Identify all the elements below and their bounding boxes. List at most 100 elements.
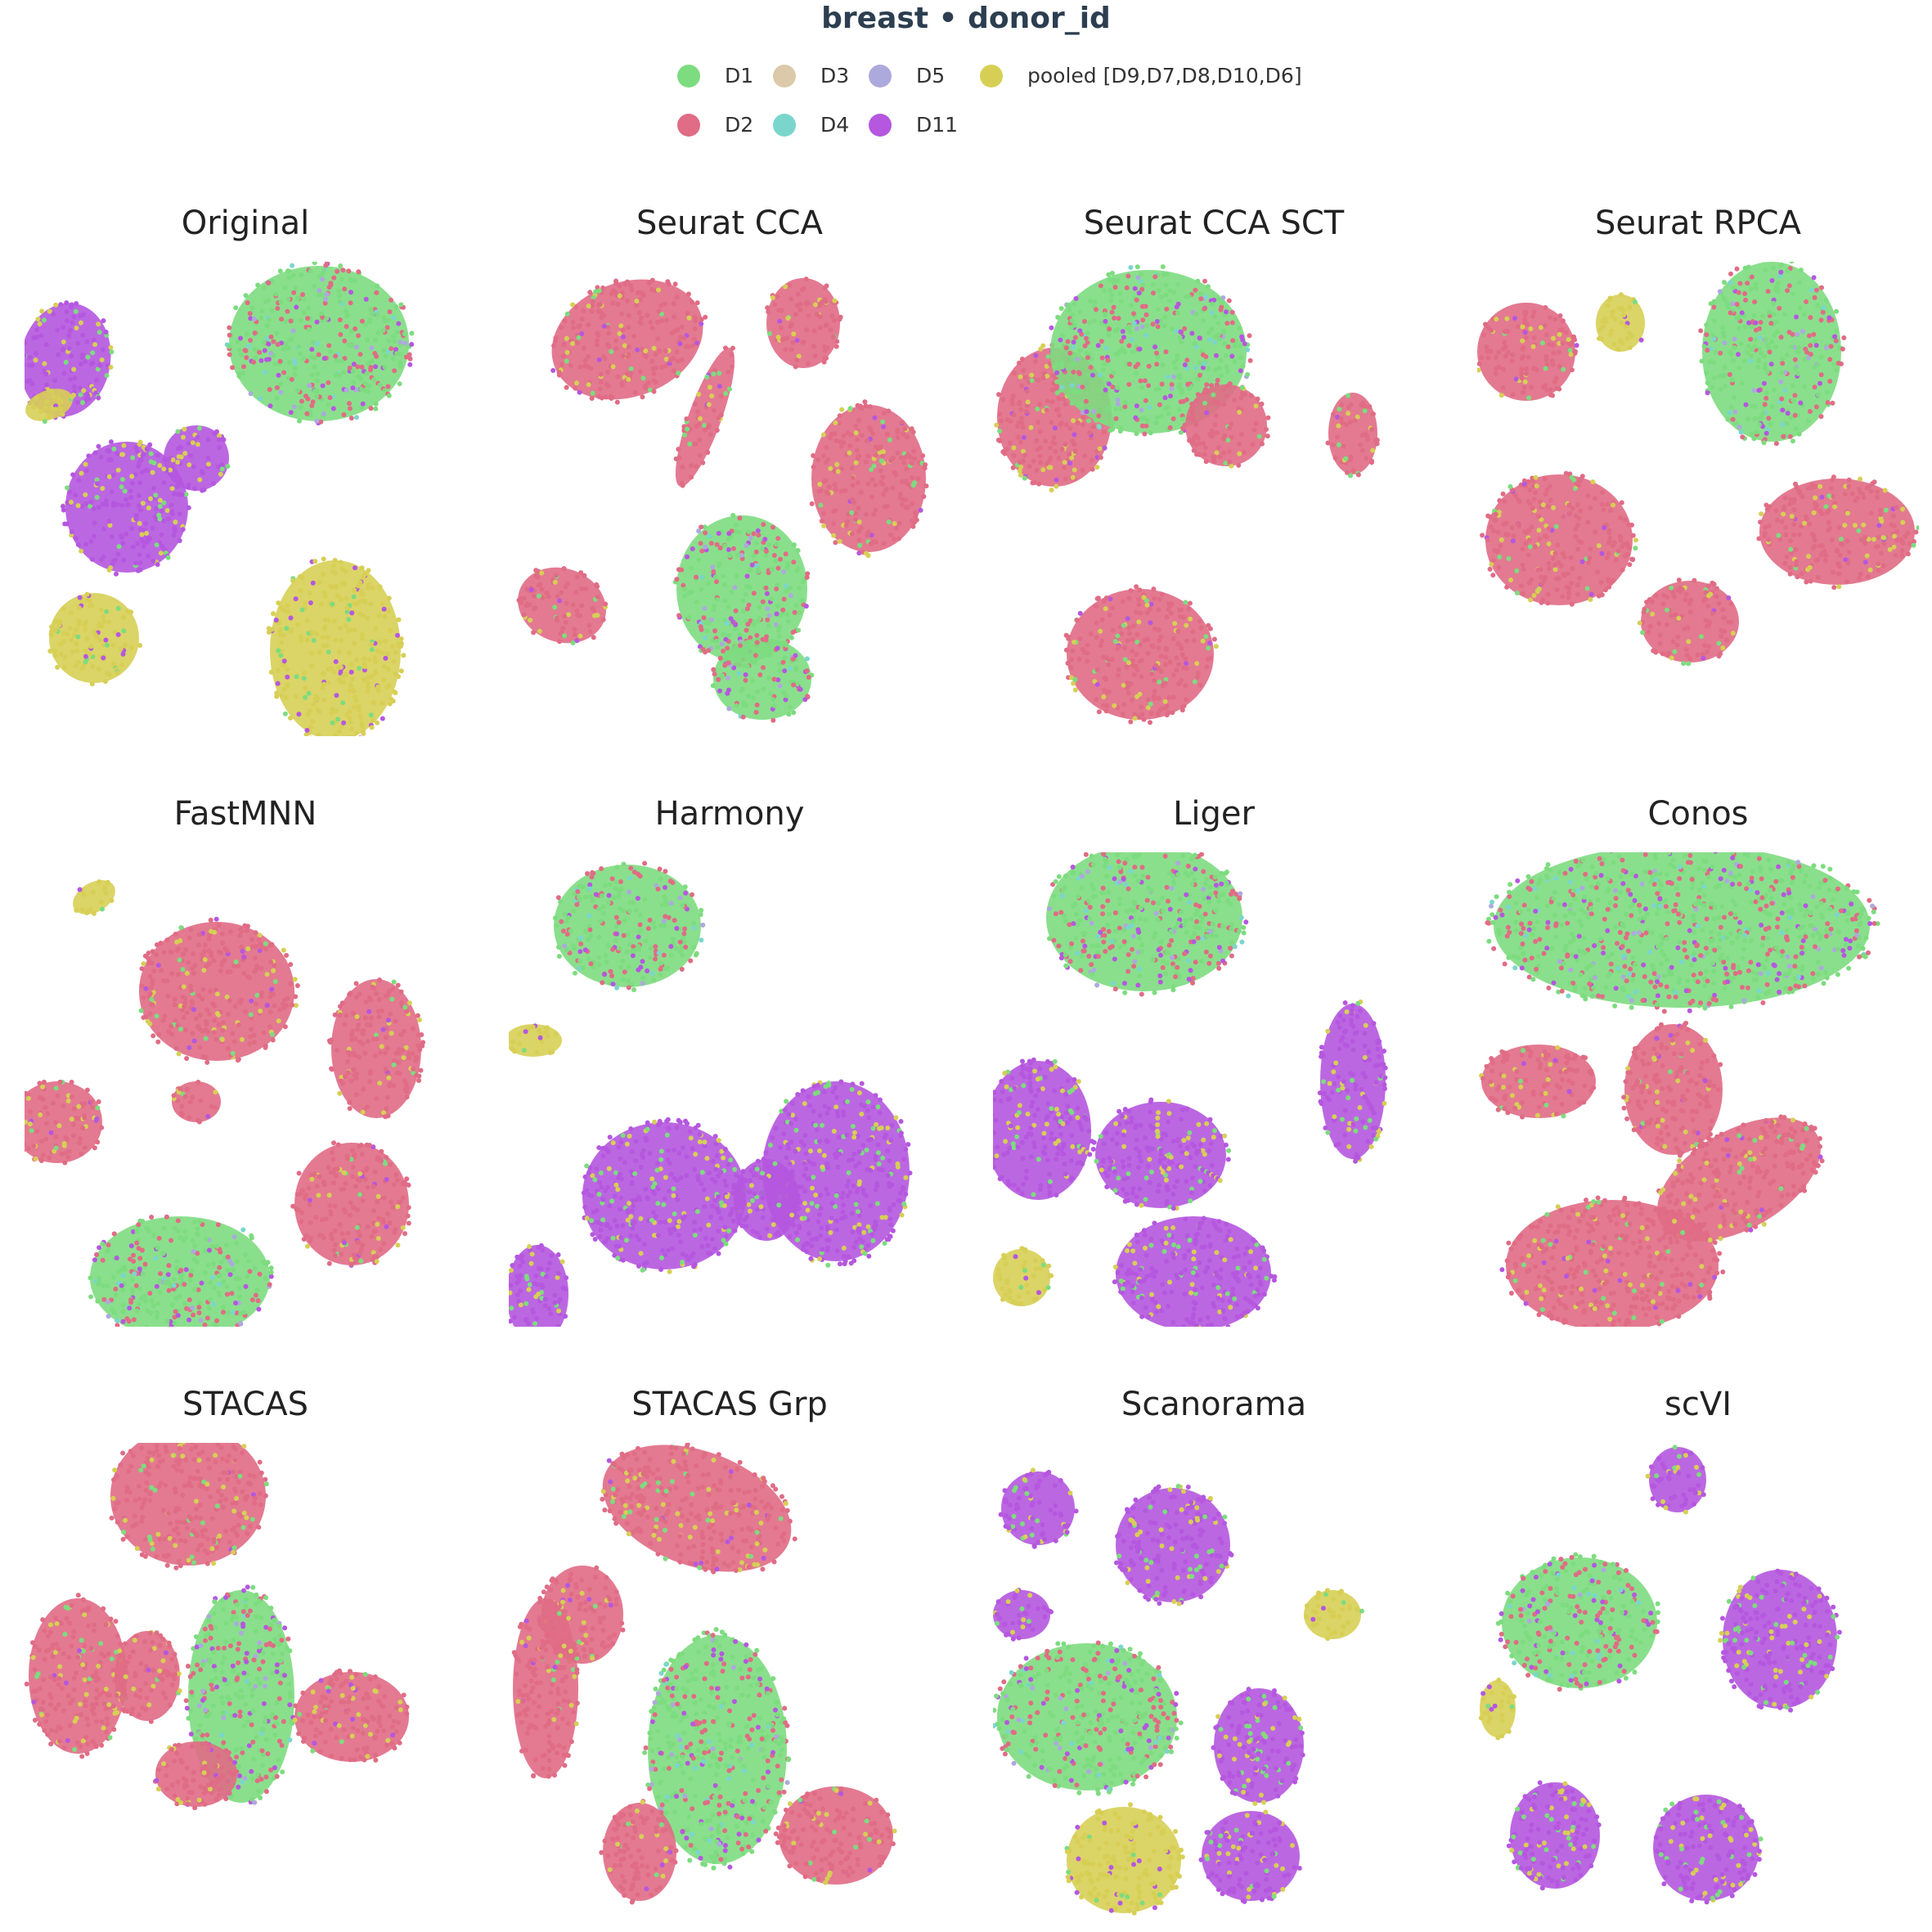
cell-point xyxy=(1761,380,1767,386)
cell-point xyxy=(1111,370,1117,375)
cell-point xyxy=(62,1160,68,1166)
cell-point xyxy=(1543,534,1549,540)
cell-point xyxy=(337,317,343,322)
cell-point xyxy=(1828,486,1834,491)
cell-point xyxy=(376,649,382,654)
cluster xyxy=(1063,584,1219,726)
cell-point xyxy=(97,362,103,368)
cell-point xyxy=(1214,450,1220,456)
cell-point xyxy=(655,336,661,342)
cell-point xyxy=(828,465,833,471)
cell-point xyxy=(1704,623,1710,629)
cell-point xyxy=(366,681,371,686)
cell-point xyxy=(1343,456,1349,461)
cell-point xyxy=(1023,409,1029,414)
cell-point xyxy=(1544,387,1550,393)
cell-point xyxy=(101,655,106,661)
cell-point xyxy=(1477,367,1481,373)
cell-point xyxy=(574,574,580,580)
cell-point xyxy=(1756,388,1762,393)
cell-point xyxy=(1807,409,1813,414)
cell-point xyxy=(1355,472,1361,478)
cluster xyxy=(61,439,191,577)
cell-point xyxy=(896,536,901,541)
cell-point xyxy=(310,339,316,345)
cell-point xyxy=(277,627,283,633)
cell-point xyxy=(1657,640,1663,646)
cell-point xyxy=(242,348,248,353)
cell-point xyxy=(323,296,329,302)
cell-point xyxy=(734,703,739,708)
cell-point xyxy=(1211,458,1217,464)
cell-point xyxy=(735,552,740,558)
cell-point xyxy=(787,704,793,710)
cell-point xyxy=(1116,316,1121,321)
cell-point xyxy=(1190,629,1196,635)
cell-point xyxy=(1844,510,1850,516)
cell-point xyxy=(1786,283,1792,289)
cell-point xyxy=(789,322,794,328)
cell-point xyxy=(1613,557,1619,563)
cell-point xyxy=(1113,416,1119,421)
cell-point xyxy=(1097,372,1103,378)
cell-point xyxy=(76,1140,82,1146)
cell-point xyxy=(828,435,833,441)
cell-point xyxy=(775,604,780,609)
cell-point xyxy=(595,308,601,314)
legend-item-d2: D2 xyxy=(677,113,753,137)
cell-point xyxy=(239,928,245,934)
cell-point xyxy=(1772,332,1777,338)
cell-point xyxy=(290,578,296,584)
cell-point xyxy=(62,521,68,527)
cell-point xyxy=(1740,380,1745,386)
cell-point xyxy=(819,299,824,305)
cell-point xyxy=(312,388,317,393)
cell-point xyxy=(1138,642,1143,648)
cell-point xyxy=(1108,276,1113,282)
cell-point xyxy=(136,492,142,498)
cell-point xyxy=(1175,310,1181,316)
cell-point xyxy=(1085,330,1090,335)
cell-point xyxy=(708,617,714,622)
cell-point xyxy=(560,353,566,359)
cell-point xyxy=(1112,703,1117,708)
cell-point xyxy=(342,582,348,586)
cell-point xyxy=(1122,645,1127,651)
cell-point xyxy=(601,323,607,329)
cell-point xyxy=(137,480,143,486)
cell-point xyxy=(377,584,383,590)
cell-point xyxy=(558,631,564,636)
cell-point xyxy=(710,564,716,570)
cell-point xyxy=(1229,434,1234,440)
cell-point xyxy=(183,1027,189,1033)
cell-point xyxy=(706,423,712,429)
cell-point xyxy=(552,579,558,585)
cell-point xyxy=(1043,438,1048,444)
cell-point xyxy=(238,352,244,357)
cell-point xyxy=(1687,656,1693,662)
cell-point xyxy=(1650,611,1656,617)
cell-point xyxy=(663,363,668,369)
cell-point xyxy=(272,1003,277,1009)
cell-point xyxy=(76,659,81,665)
cell-point xyxy=(171,532,177,538)
cell-point xyxy=(1017,468,1022,474)
cell-point xyxy=(271,968,276,973)
cell-point xyxy=(290,272,296,278)
cell-point xyxy=(892,521,897,527)
cell-point xyxy=(94,477,100,483)
cell-point xyxy=(783,347,789,353)
cell-point xyxy=(251,1032,257,1038)
figure-title: breast • donor_id xyxy=(821,2,1111,35)
cell-point xyxy=(263,946,269,952)
cell-point xyxy=(1134,326,1139,331)
cell-point xyxy=(182,1000,188,1005)
cell-point xyxy=(847,443,852,449)
cell-point xyxy=(656,308,662,314)
cell-point xyxy=(1148,711,1154,716)
cell-point xyxy=(307,591,312,596)
cell-point xyxy=(1529,524,1534,530)
cell-point xyxy=(1710,332,1716,338)
cell-point xyxy=(564,358,569,364)
cell-point xyxy=(1160,264,1166,270)
